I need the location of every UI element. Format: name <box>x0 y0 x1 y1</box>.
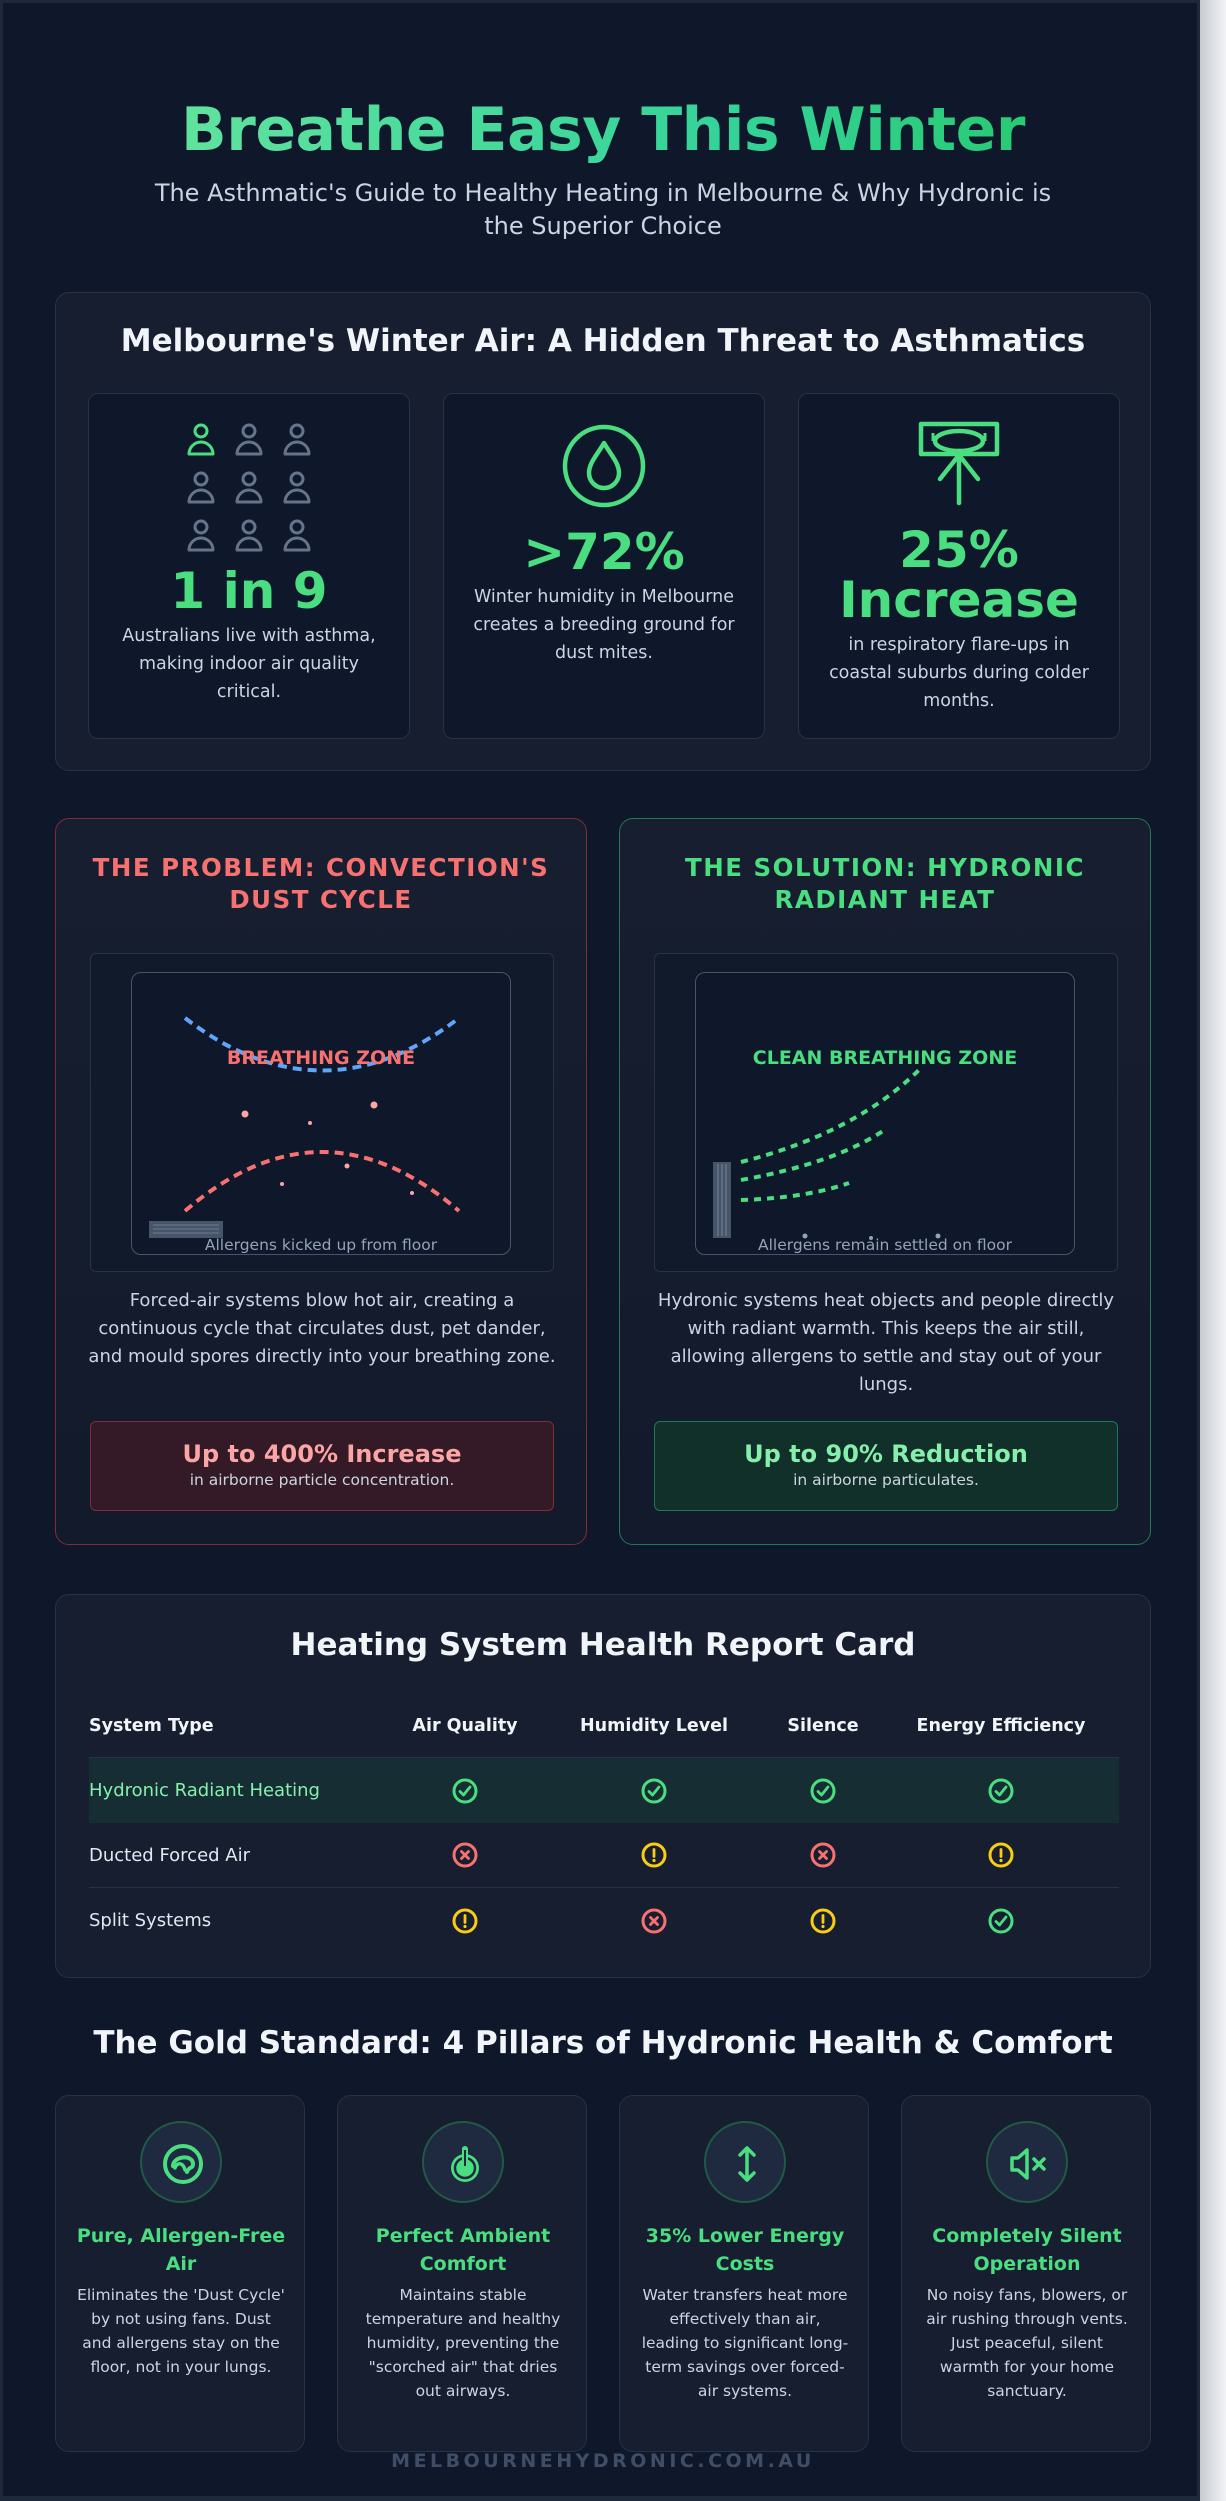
person-icon <box>187 519 215 552</box>
check-circle-icon <box>641 1778 667 1803</box>
radiant-diagram: CLEAN BREATHING ZONE Allergens remain se… <box>654 953 1118 1272</box>
system-name: Hydronic Radiant Heating <box>89 1780 320 1801</box>
stat-value: 1 in 9 <box>170 562 328 620</box>
warning-circle-icon <box>641 1842 667 1868</box>
person-icon <box>235 519 263 552</box>
column-header: Air Quality <box>412 1716 518 1736</box>
solution-panel: THE SOLUTION: HYDRONIC RADIANT HEAT CLEA… <box>619 818 1151 1545</box>
solution-title: THE SOLUTION: HYDRONIC RADIANT HEAT <box>685 853 1085 914</box>
stat-description: Australians live with asthma, making ind… <box>122 626 376 702</box>
column-header: System Type <box>89 1716 214 1736</box>
water-drop-icon <box>562 424 646 508</box>
dust-cycle-illustration <box>149 1016 461 1238</box>
pillars-title: The Gold Standard: 4 Pillars of Hydronic… <box>93 2025 1113 2061</box>
winter-air-threat-section: Melbourne's Winter Air: A Hidden Threat … <box>55 292 1151 771</box>
check-circle-icon <box>810 1778 836 1803</box>
x-circle-icon <box>810 1842 836 1868</box>
report-card-title: Heating System Health Report Card <box>290 1627 916 1663</box>
column-header: Silence <box>787 1716 859 1736</box>
table-row: Hydronic Radiant Heating <box>89 1758 1119 1823</box>
person-icon <box>283 519 311 552</box>
person-icon <box>187 471 215 504</box>
warning-circle-icon <box>988 1842 1014 1868</box>
clean-breathing-zone-label: CLEAN BREATHING ZONE <box>752 1047 1018 1069</box>
thermostat-icon <box>451 2146 479 2182</box>
x-circle-icon <box>452 1842 478 1868</box>
callout-headline: Up to 400% Increase <box>182 1440 462 1468</box>
warning-circle-icon <box>452 1908 478 1933</box>
page-shadow <box>1200 0 1226 2501</box>
person-icon-highlighted <box>187 423 215 456</box>
stat-value: 25% Increase <box>839 521 1079 629</box>
person-icon <box>283 471 311 504</box>
solution-callout: Up to 90% Reduction in airborne particul… <box>654 1421 1118 1511</box>
report-card-section: Heating System Health Report Card System… <box>55 1594 1151 1978</box>
breathing-zone-label: BREATHING ZONE <box>226 1047 416 1069</box>
person-icon <box>235 471 263 504</box>
speaker-mute-icon <box>1010 2148 1046 2180</box>
callout-subtext: in airborne particulates. <box>793 1471 979 1489</box>
stat-card-humidity: >72% Winter humidity in Melbourne create… <box>443 393 765 739</box>
pillar-card-silent-operation: Completely Silent Operation No noisy fan… <box>901 2095 1151 2452</box>
person-icon <box>235 423 263 456</box>
solution-description: Hydronic systems heat objects and people… <box>657 1290 1115 1395</box>
problem-title: THE PROBLEM: CONVECTION'S DUST CYCLE <box>92 853 550 914</box>
table-row: Ducted Forced Air <box>89 1823 1119 1888</box>
pillar-card-ambient-comfort: Perfect Ambient Comfort Maintains stable… <box>337 2095 587 2452</box>
section-title: Melbourne's Winter Air: A Hidden Threat … <box>120 323 1086 359</box>
page-title: Breathe Easy This Winter <box>3 95 1203 165</box>
person-icon <box>283 423 311 456</box>
stat-description: Winter humidity in Melbourne creates a b… <box>473 587 735 663</box>
column-header: Energy Efficiency <box>916 1716 1086 1736</box>
diagram-caption: Allergens remain settled on floor <box>758 1236 1012 1254</box>
convection-diagram: BREATHING ZONE Allergens kicked up from … <box>90 953 554 1272</box>
problem-panel: THE PROBLEM: CONVECTION'S DUST CYCLE BRE… <box>55 818 587 1545</box>
footer-website: MELBOURNEHYDRONIC.COM.AU <box>391 2450 815 2472</box>
lungs-icon <box>163 2144 203 2184</box>
pillar-card-energy-costs: 35% Lower Energy Costs Water transfers h… <box>619 2095 869 2452</box>
pillar-card-allergen-free: Pure, Allergen-Free Air Eliminates the '… <box>55 2095 305 2452</box>
table-row: Split Systems <box>89 1888 1119 1953</box>
system-name: Split Systems <box>89 1910 212 1931</box>
pillar-title: Pure, Allergen-Free Air <box>76 2225 286 2275</box>
callout-headline: Up to 90% Reduction <box>744 1440 1028 1468</box>
table-header: System Type Air Quality Humidity Level S… <box>89 1695 1119 1758</box>
radiant-heat-illustration <box>713 1066 941 1240</box>
diagram-caption: Allergens kicked up from floor <box>204 1236 438 1254</box>
pillar-description: Maintains stable temperature and healthy… <box>365 2286 561 2400</box>
arrows-vertical-icon <box>738 2146 756 2182</box>
people-grid-icon <box>89 394 409 562</box>
check-circle-icon <box>988 1908 1014 1933</box>
pillar-title: Completely Silent Operation <box>932 2225 1122 2275</box>
problem-callout: Up to 400% Increase in airborne particle… <box>90 1421 554 1511</box>
problem-description: Forced-air systems blow hot air, creatin… <box>88 1290 556 1367</box>
warning-circle-icon <box>810 1908 836 1933</box>
stat-card-flareups: 25% Increase in respiratory flare-ups in… <box>798 393 1120 739</box>
infographic-page: Breathe Easy This Winter The Asthmatic's… <box>0 0 1200 2501</box>
pillar-title: 35% Lower Energy Costs <box>645 2225 845 2275</box>
pillar-title: Perfect Ambient Comfort <box>375 2225 551 2275</box>
report-card-table: System Type Air Quality Humidity Level S… <box>89 1695 1119 1953</box>
stat-value: >72% <box>523 523 685 581</box>
system-name: Ducted Forced Air <box>89 1844 251 1866</box>
stat-card-asthma: 1 in 9 Australians live with asthma, mak… <box>88 393 410 739</box>
check-circle-icon <box>988 1778 1014 1803</box>
check-circle-icon <box>452 1778 478 1803</box>
callout-subtext: in airborne particle concentration. <box>189 1471 455 1489</box>
vent-arrow-up-icon <box>918 421 1000 506</box>
column-header: Humidity Level <box>579 1716 729 1736</box>
pillar-description: No noisy fans, blowers, or air rushing t… <box>926 2286 1128 2400</box>
x-circle-icon <box>641 1908 667 1933</box>
page-subtitle: The Asthmatic's Guide to Healthy Heating… <box>154 179 1052 240</box>
pillar-description: Eliminates the 'Dust Cycle' by not using… <box>77 2286 285 2376</box>
stat-description: in respiratory flare-ups in coastal subu… <box>829 635 1089 711</box>
pillar-description: Water transfers heat more effectively th… <box>641 2286 849 2400</box>
